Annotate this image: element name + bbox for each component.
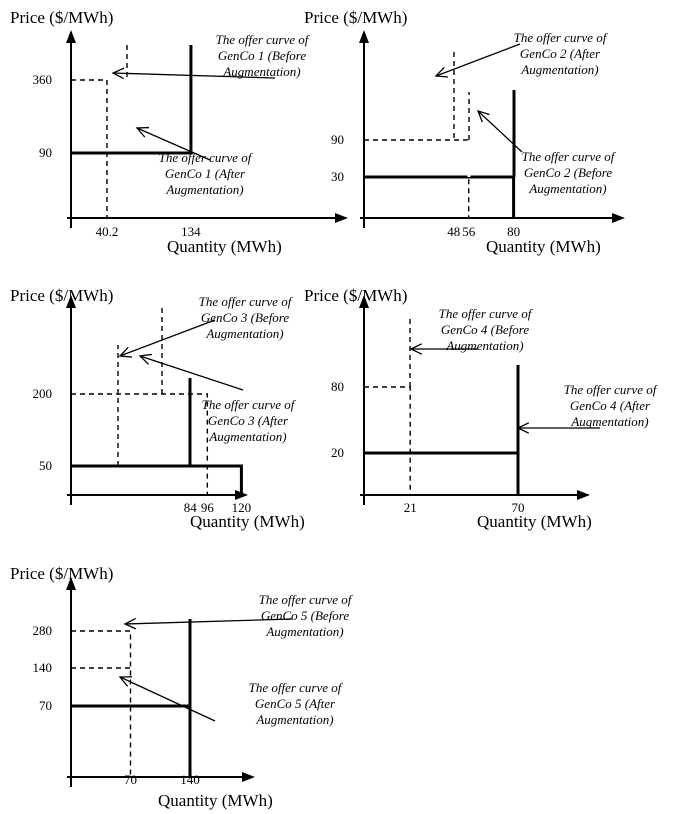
panel3-annotation-arrow-line bbox=[119, 319, 216, 357]
panel3-annotation-text: Augmentation) bbox=[205, 326, 283, 341]
panel4-annotation-text: GenCo 4 (Before bbox=[441, 322, 530, 337]
panel1-x-tick-label: 40.2 bbox=[96, 224, 119, 239]
panel1-annotation-arrow-head bbox=[111, 67, 125, 80]
panel1-annotation-text: The offer curve of bbox=[216, 32, 311, 47]
panel2-y-tick-label: 90 bbox=[331, 132, 344, 147]
panel3-annotation-arrow-head bbox=[118, 346, 133, 358]
panel1-annotation-arrow-head bbox=[135, 126, 150, 138]
panel4-x-axis-label: Quantity (MWh) bbox=[477, 512, 592, 531]
panel5-annotation-text: Augmentation) bbox=[265, 624, 343, 639]
panel3-annotation-arrow-head bbox=[138, 353, 152, 365]
panel5-annotation-arrow-line bbox=[124, 618, 293, 625]
panel3-annotation-text: The offer curve of bbox=[199, 294, 294, 309]
panel4-y-axis-label: Price ($/MWh) bbox=[304, 286, 407, 305]
panel1-x-tick-label: 134 bbox=[181, 224, 201, 239]
panel1-y-axis-arrow bbox=[66, 30, 76, 43]
panel3-x-axis-label: Quantity (MWh) bbox=[190, 512, 305, 531]
panel1-annotation-text: Augmentation) bbox=[222, 64, 300, 79]
panel1-annotation-text: GenCo 1 (After bbox=[165, 166, 246, 181]
panel4-x-tick-label: 70 bbox=[512, 500, 525, 515]
panel1-series-solid-curve bbox=[71, 45, 193, 155]
panel3-y-axis-label: Price ($/MWh) bbox=[10, 286, 113, 305]
panel3-annotation-arrow-line bbox=[139, 355, 244, 391]
panel1-annotation-arrow-line bbox=[136, 127, 211, 161]
panel2-y-axis-arrow bbox=[359, 30, 369, 43]
panel5-x-tick-label: 70 bbox=[124, 772, 137, 787]
panel3-x-tick-label: 84 bbox=[184, 500, 198, 515]
panel2-x-tick-label: 48 bbox=[447, 224, 460, 239]
panel1-y-tick-label: 90 bbox=[39, 145, 52, 160]
panel4-x-axis-arrow bbox=[577, 490, 590, 500]
panel3-annotation-text: GenCo 3 (After bbox=[208, 413, 289, 428]
panel5-annotation-text: Augmentation) bbox=[255, 712, 333, 727]
panel3-series-solid-curve bbox=[71, 464, 243, 495]
panel5-x-tick-label: 140 bbox=[180, 772, 200, 787]
panel2-annotation-text: Augmentation) bbox=[520, 62, 598, 77]
panel5-annotation-arrow-head bbox=[118, 676, 133, 687]
panel4-y-tick-label: 80 bbox=[331, 379, 344, 394]
panel4-y-axis-arrow bbox=[359, 295, 369, 308]
panel1-y-tick-label: 360 bbox=[33, 72, 53, 87]
panel3-annotation-text: Augmentation) bbox=[208, 429, 286, 444]
panel3-annotation-text: GenCo 3 (Before bbox=[201, 310, 290, 325]
panel4-y-tick-label: 20 bbox=[331, 445, 344, 460]
panel4-annotation-text: GenCo 4 (After bbox=[570, 398, 651, 413]
panel5-series-dashed-curve bbox=[71, 630, 132, 777]
panel2-x-tick-label: 80 bbox=[507, 224, 520, 239]
panel1-annotation-text: GenCo 1 (Before bbox=[218, 48, 307, 63]
panel4-annotation-text: The offer curve of bbox=[439, 306, 534, 321]
panel5-x-axis-arrow bbox=[242, 772, 255, 782]
panel5-y-axis-label: Price ($/MWh) bbox=[10, 564, 113, 583]
panel2-annotation-text: The offer curve of bbox=[514, 30, 609, 45]
panel5-y-tick-label: 70 bbox=[39, 698, 52, 713]
panel2-x-axis-arrow bbox=[612, 213, 625, 223]
panel3-x-tick-label: 96 bbox=[201, 500, 215, 515]
panel2-annotation-arrow-head bbox=[434, 66, 449, 78]
panel1-x-axis-label: Quantity (MWh) bbox=[167, 237, 282, 256]
panel3-y-tick-label: 50 bbox=[39, 458, 52, 473]
panel2-x-axis-label: Quantity (MWh) bbox=[486, 237, 601, 256]
panel2-annotation-text: GenCo 2 (After bbox=[520, 46, 601, 61]
panel2-series-dashed-curve bbox=[364, 139, 470, 218]
panel5-annotation-text: GenCo 5 (Before bbox=[261, 608, 350, 623]
panel5-annotation-text: The offer curve of bbox=[259, 592, 354, 607]
panel2-y-axis-label: Price ($/MWh) bbox=[304, 8, 407, 27]
panel1-x-axis-arrow bbox=[335, 213, 348, 223]
panel5-y-tick-label: 140 bbox=[33, 660, 53, 675]
panel5-annotation-arrow-head bbox=[123, 617, 137, 630]
panel2-annotation-text: The offer curve of bbox=[522, 149, 617, 164]
panel5-annotation-arrow-line bbox=[119, 676, 216, 722]
panel4-annotation-arrow-head bbox=[409, 343, 423, 355]
panel2-annotation-arrow-line bbox=[435, 43, 521, 77]
panel1-annotation-arrow-line bbox=[112, 72, 276, 79]
panel3-y-axis-arrow bbox=[66, 295, 76, 308]
panel3-y-tick-label: 200 bbox=[33, 386, 53, 401]
panel3-annotation-text: The offer curve of bbox=[202, 397, 297, 412]
panel3-x-tick-label: 120 bbox=[232, 500, 252, 515]
panel1-series-dashed-curve bbox=[71, 79, 108, 218]
panel2-y-tick-label: 30 bbox=[331, 169, 344, 184]
panel4-annotation-text: The offer curve of bbox=[564, 382, 659, 397]
panel4-series-dashed-curve bbox=[364, 386, 411, 495]
panel4-annotation-text: Augmentation) bbox=[445, 338, 523, 353]
panel4-series-solid-curve bbox=[364, 451, 520, 495]
panel2-annotation-text: GenCo 2 (Before bbox=[524, 165, 613, 180]
panel1-annotation-text: Augmentation) bbox=[165, 182, 243, 197]
panel5-y-tick-label: 280 bbox=[33, 623, 53, 638]
panel1-annotation-text: The offer curve of bbox=[159, 150, 254, 165]
panel5-y-axis-arrow bbox=[66, 577, 76, 590]
panel3-series-dashed-curve bbox=[71, 393, 209, 495]
panel4-x-tick-label: 21 bbox=[404, 500, 417, 515]
panel4-annotation-text: Augmentation) bbox=[570, 414, 648, 429]
panel2-x-tick-label: 56 bbox=[462, 224, 476, 239]
panel5-annotation-text: The offer curve of bbox=[249, 680, 344, 695]
panel2-series-solid-curve bbox=[364, 175, 516, 218]
panel1-y-axis-label: Price ($/MWh) bbox=[10, 8, 113, 27]
panel2-annotation-arrow-head bbox=[476, 109, 490, 123]
panel5-annotation-text: GenCo 5 (After bbox=[255, 696, 336, 711]
panel5-x-axis-label: Quantity (MWh) bbox=[158, 791, 273, 810]
panel2-annotation-text: Augmentation) bbox=[528, 181, 606, 196]
